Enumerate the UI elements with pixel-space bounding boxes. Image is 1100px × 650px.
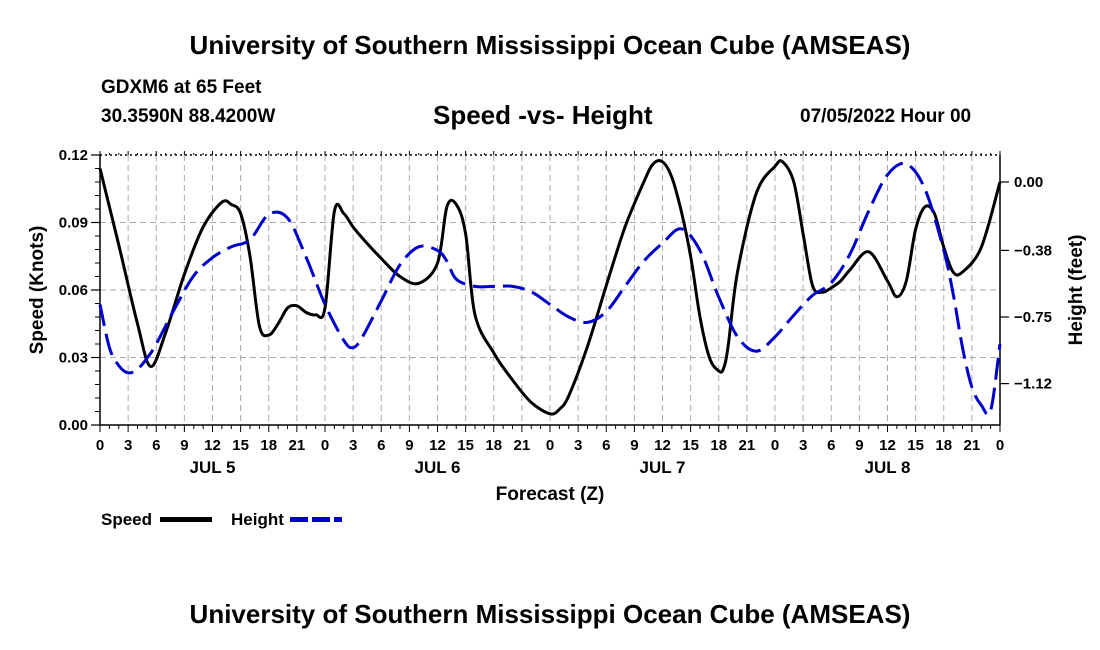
x-tick-label: 18 xyxy=(485,437,502,454)
x-tick-label: 12 xyxy=(654,437,671,454)
axis-labels: Forecast (Z) Speed (Knots) Height (feet) xyxy=(27,226,1087,505)
x-tick-label: 0 xyxy=(996,437,1004,454)
y-left-tick-label: 0.03 xyxy=(59,350,88,367)
y-right-tick-label: 0.00 xyxy=(1014,174,1043,191)
x-tick-label: 0 xyxy=(96,437,104,454)
legend-speed-label: Speed xyxy=(101,510,153,529)
x-tick-label: 9 xyxy=(630,437,638,454)
series xyxy=(98,159,1002,417)
legend-height-label: Height xyxy=(231,510,284,529)
y-left-tick-label: 0.09 xyxy=(59,215,88,232)
x-tick-label: 9 xyxy=(180,437,188,454)
x-tick-label: 9 xyxy=(405,437,413,454)
y-axis-left-label: Speed (Knots) xyxy=(27,226,48,355)
x-tick-label: 6 xyxy=(602,437,610,454)
y-right-tick-label: −0.75 xyxy=(1014,309,1052,326)
grid xyxy=(100,155,1000,425)
x-tick-label: 12 xyxy=(204,437,221,454)
y-right-tick-label: −1.12 xyxy=(1014,376,1052,393)
x-tick-label: 18 xyxy=(935,437,952,454)
x-tick-label: 9 xyxy=(855,437,863,454)
x-tick-label: 0 xyxy=(546,437,554,454)
x-tick-label: 15 xyxy=(232,437,249,454)
x-tick-label: 6 xyxy=(377,437,385,454)
forecast-datetime: 07/05/2022 Hour 00 xyxy=(800,106,972,127)
y-right-tick-label: −0.38 xyxy=(1014,242,1052,259)
footer-title: University of Southern Mississippi Ocean… xyxy=(189,599,911,629)
x-tick-label: 21 xyxy=(739,437,756,454)
height-series-line xyxy=(98,161,1002,417)
x-tick-label: 12 xyxy=(429,437,446,454)
y-left-tick-label: 0.12 xyxy=(59,147,88,164)
x-tick-label: 6 xyxy=(827,437,835,454)
main-title: University of Southern Mississippi Ocean… xyxy=(189,30,911,60)
x-tick-label: 15 xyxy=(682,437,699,454)
x-tick-label: 3 xyxy=(574,437,582,454)
x-tick-label: 18 xyxy=(260,437,277,454)
day-label: JUL 8 xyxy=(865,458,911,477)
x-tick-label: 0 xyxy=(771,437,779,454)
speed-series-line xyxy=(98,159,1002,416)
station-label: GDXM6 at 65 Feet xyxy=(101,77,262,98)
legend-height-swatch xyxy=(290,517,342,522)
y-axis-right-label: Height (feet) xyxy=(1066,235,1087,346)
x-tick-label: 3 xyxy=(349,437,357,454)
x-axis-label: Forecast (Z) xyxy=(496,484,605,505)
y-left-tick-label: 0.00 xyxy=(59,417,88,434)
y-left-tick-label: 0.06 xyxy=(59,282,88,299)
day-label: JUL 5 xyxy=(190,458,236,477)
x-tick-label: 0 xyxy=(321,437,329,454)
x-tick-label: 21 xyxy=(514,437,531,454)
legend-speed-swatch xyxy=(160,517,212,522)
axes: 0 3 6 9 12 15 18 21 0 3 6 9 12 15 18 21 0 3 6 9 12 15 18 21 0 3 6 9… xyxy=(59,147,1052,477)
x-tick-label: 21 xyxy=(964,437,981,454)
chart-subtitle: Speed -vs- Height xyxy=(433,100,653,130)
x-tick-label: 3 xyxy=(799,437,807,454)
x-tick-label: 3 xyxy=(124,437,132,454)
coordinates-label: 30.3590N 88.4200W xyxy=(101,106,276,127)
speed-height-chart: 0 3 6 9 12 15 18 21 0 3 6 9 12 15 18 21 0 3 6 9 12 15 18 21 0 3 6 9… xyxy=(27,147,1087,505)
x-tick-label: 15 xyxy=(457,437,474,454)
x-tick-label: 12 xyxy=(879,437,896,454)
x-tick-label: 18 xyxy=(710,437,727,454)
day-label: JUL 6 xyxy=(415,458,461,477)
x-tick-label: 15 xyxy=(907,437,924,454)
day-label: JUL 7 xyxy=(640,458,686,477)
x-tick-label: 21 xyxy=(289,437,306,454)
x-tick-label: 6 xyxy=(152,437,160,454)
